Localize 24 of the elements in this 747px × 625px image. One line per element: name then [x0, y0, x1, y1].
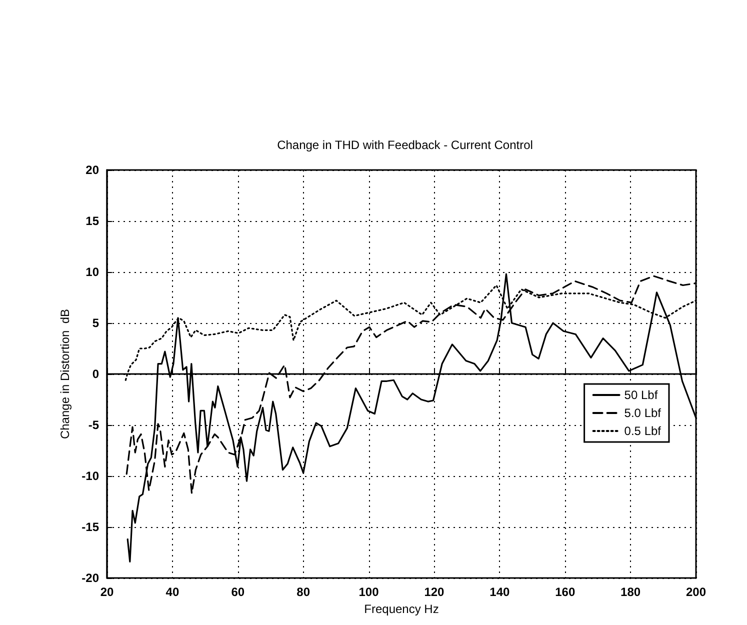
x-tick-label: 80	[296, 585, 310, 599]
x-tick-label: 40	[166, 585, 180, 599]
legend-label: 0.5 Lbf	[624, 424, 662, 438]
y-tick-label: 5	[92, 316, 100, 330]
y-axis-title: Change in Distortion dB	[58, 308, 72, 440]
x-tick-label: 100	[358, 585, 380, 599]
y-tick-label: 0	[92, 367, 100, 381]
y-tick-label: -5	[88, 418, 100, 432]
legend-label: 50 Lbf	[624, 388, 658, 402]
x-tick-label: 60	[231, 585, 245, 599]
x-tick-label: 180	[620, 585, 641, 599]
y-tick-label: -20	[82, 571, 100, 585]
x-tick-label: 140	[490, 585, 510, 599]
x-tick-label: 160	[555, 585, 576, 599]
x-tick-label: 200	[686, 585, 706, 599]
y-tick-label: 20	[86, 163, 100, 177]
y-tick-label: 15	[86, 214, 100, 228]
x-axis-title: Frequency Hz	[364, 602, 439, 616]
y-tick-label: 10	[86, 265, 100, 279]
y-tick-label: -15	[82, 520, 100, 534]
chart-title: Change in THD with Feedback - Current Control	[277, 138, 533, 152]
x-tick-label: 120	[424, 585, 445, 599]
legend-label: 5.0 Lbf	[624, 406, 662, 420]
y-tick-label: -10	[82, 469, 100, 483]
